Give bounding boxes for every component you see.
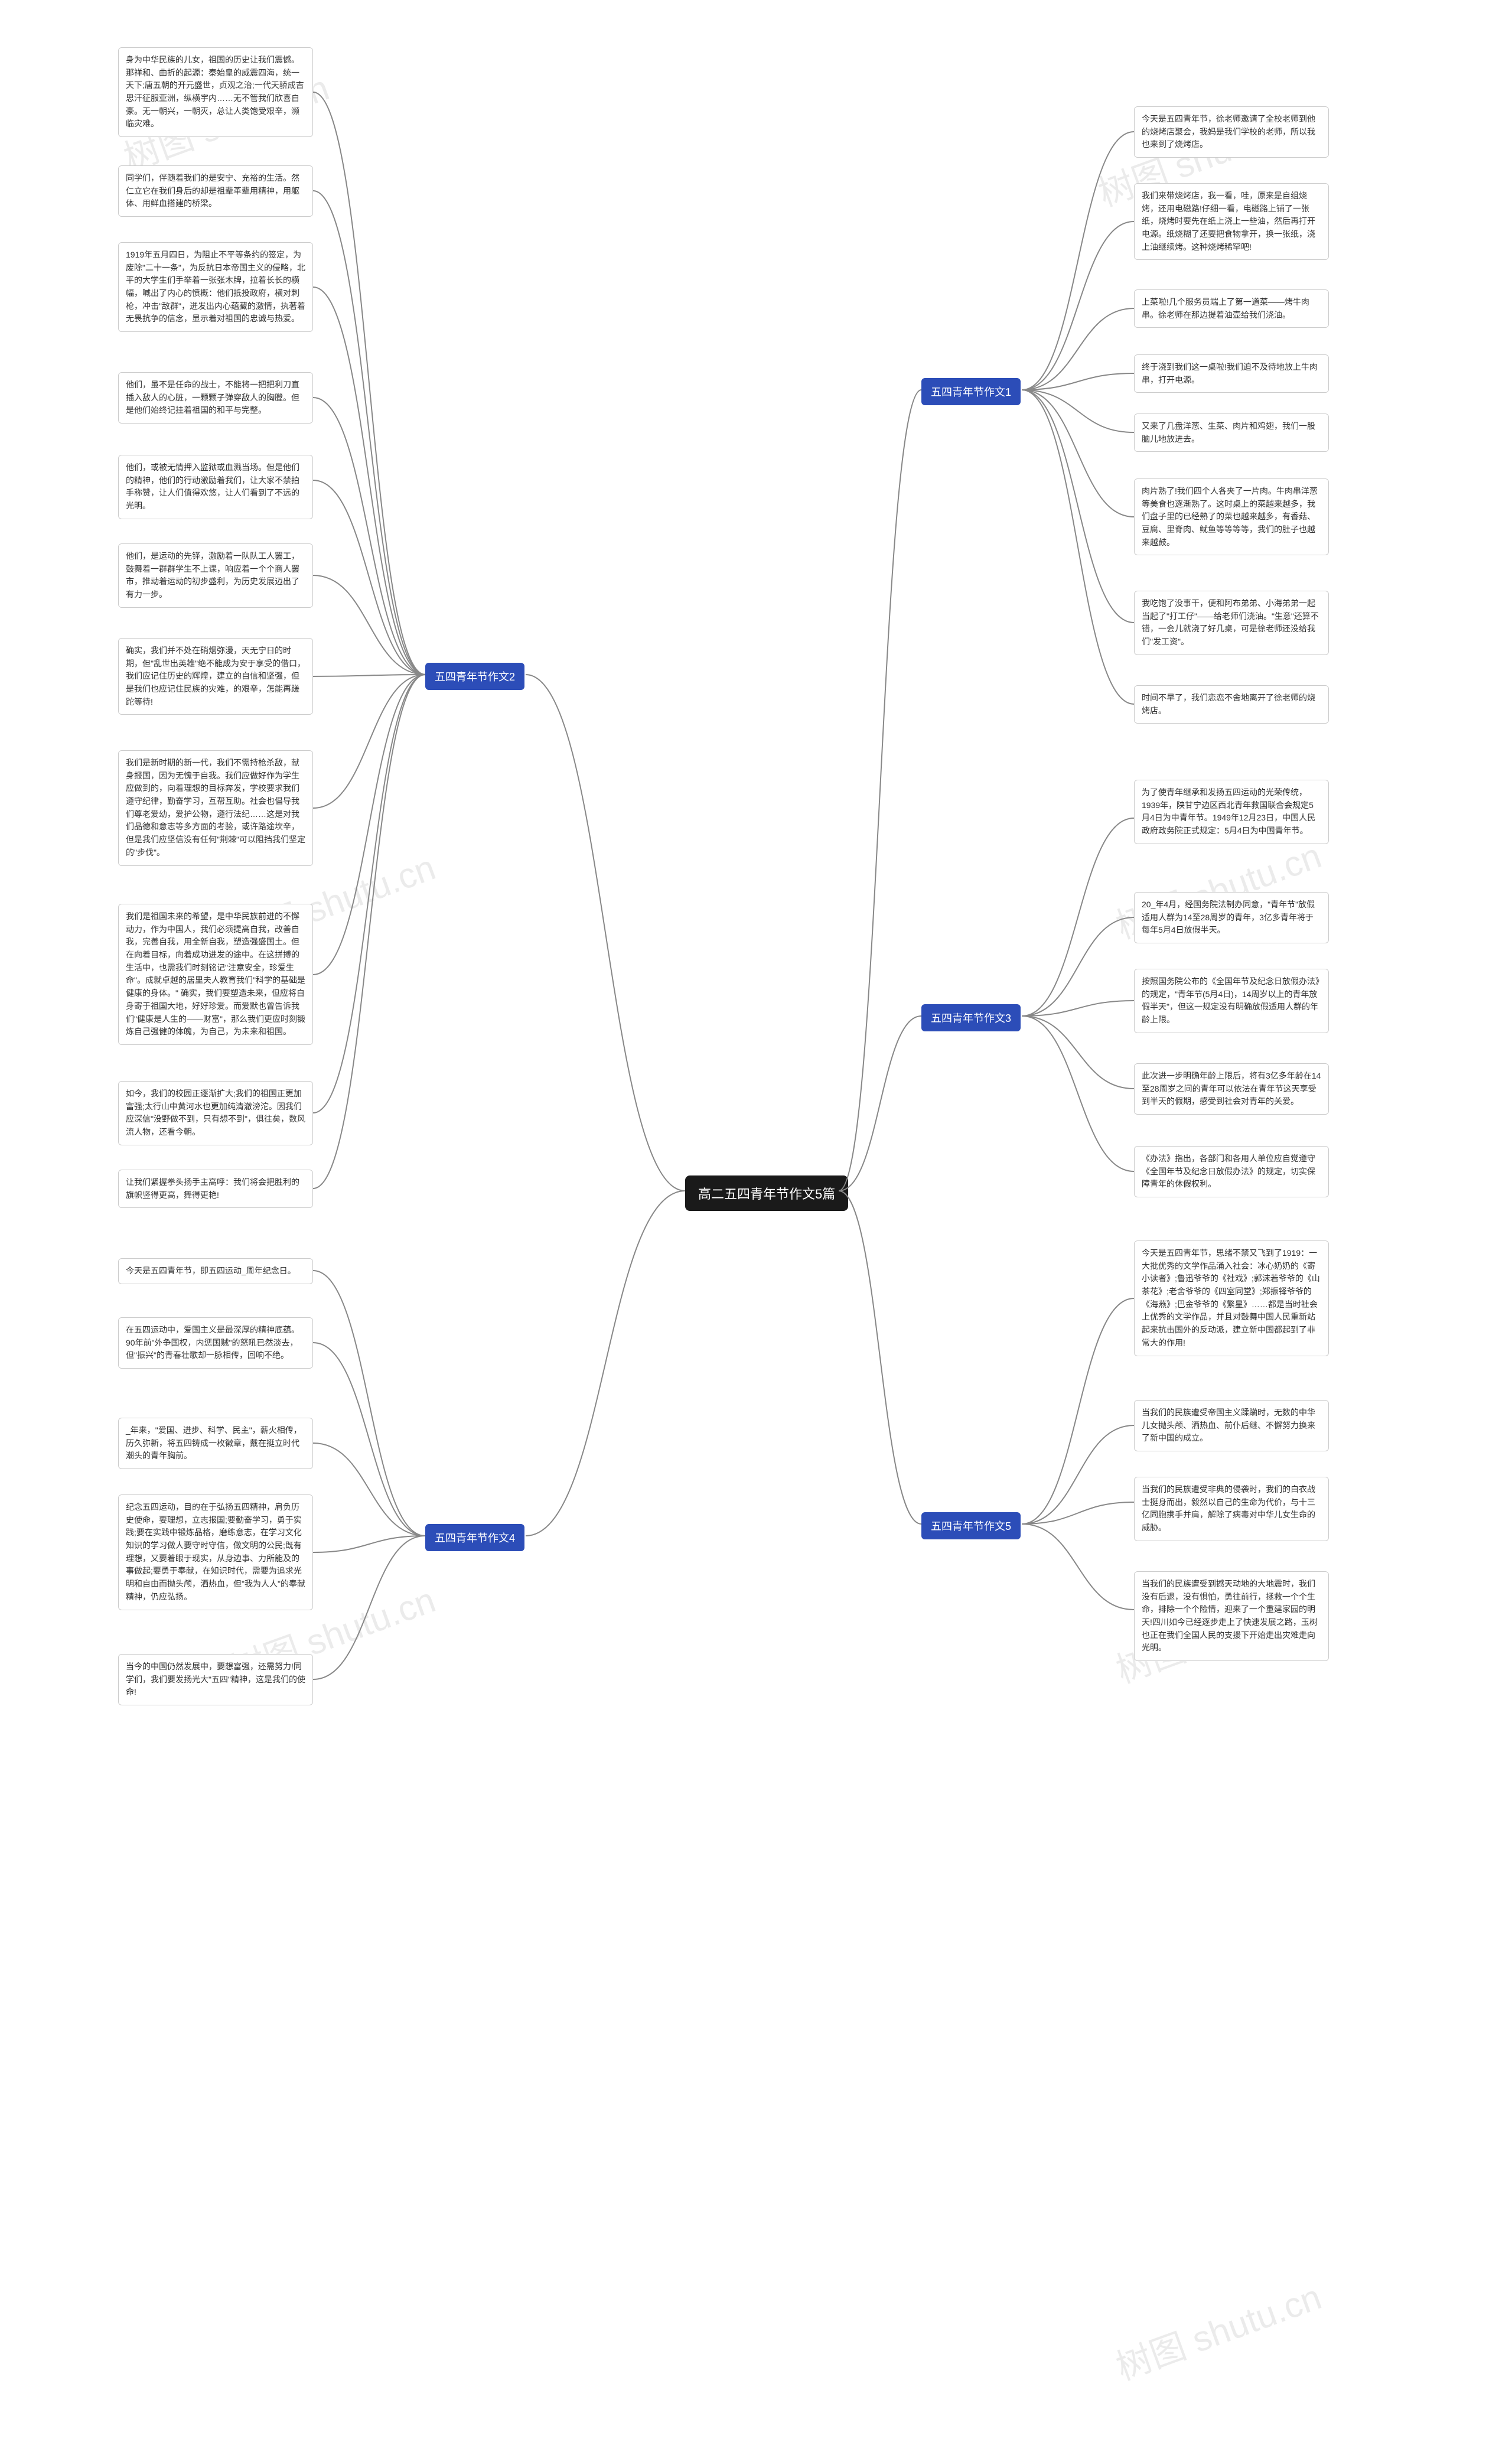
leaf-node: 肉片熟了!我们四个人各夹了一片肉。牛肉串洋葱等美食也逐渐熟了。这时桌上的菜越来越… (1134, 478, 1329, 555)
leaf-node: 1919年五月四日，为阻止不平等条约的签定，为废除"二十一条"，为反抗日本帝国主… (118, 242, 313, 332)
leaf-node: 同学们，伴随着我们的是安宁、充裕的生活。然仁立它在我们身后的却是祖辈革辈用精神，… (118, 165, 313, 217)
leaf-node: 纪念五四运动，目的在于弘扬五四精神，肩负历史使命，要理想，立志报国;要勤奋学习，… (118, 1494, 313, 1610)
leaf-node: 他们，虽不是任命的战士，不能将一把把利刀直插入敌人的心脏，一颗颗子弹穿敌人的胸膛… (118, 372, 313, 424)
leaf-node: 我们是新时期的新一代，我们不需持枪杀敌，献身报国，因为无愧于自我。我们应做好作为… (118, 750, 313, 866)
leaf-node: 确实，我们并不处在硝烟弥漫，天无宁日的时期，但"乱世出英雄"绝不能成为安于享受的… (118, 638, 313, 715)
leaf-node: 又来了几盘洋葱、生菜、肉片和鸡翅，我们一股脑儿地放进去。 (1134, 413, 1329, 452)
watermark: 树图 shutu.cn (1108, 2268, 1327, 2390)
leaf-node: 当今的中国仍然发展中，要想富强，还需努力!同学们，我们要发扬光大"五四"精神，这… (118, 1654, 313, 1705)
leaf-node: 为了使青年继承和发扬五四运动的光荣传统，1939年，陕甘宁边区西北青年救国联合会… (1134, 780, 1329, 844)
mindmap-center: 高二五四青年节作文5篇 (685, 1175, 848, 1211)
leaf-node: _年来，"爱国、进步、科学、民主"，薪火相传，历久弥新，将五四铸成一枚徽章，戴在… (118, 1418, 313, 1469)
leaf-node: 今天是五四青年节，即五四运动_周年纪念日。 (118, 1258, 313, 1284)
leaf-node: 终于浇到我们这一桌啦!我们迫不及待地放上牛肉串，打开电源。 (1134, 354, 1329, 393)
leaf-node: 让我们紧握拳头扬手主高呼：我们将会把胜利的旗帜竖得更高，舞得更艳! (118, 1170, 313, 1208)
leaf-node: 《办法》指出，各部门和各用人单位应自觉遵守《全国年节及纪念日放假办法》的规定，切… (1134, 1146, 1329, 1197)
branch-node: 五四青年节作文2 (425, 663, 524, 690)
branch-node: 五四青年节作文1 (921, 378, 1021, 405)
leaf-node: 20_年4月，经国务院法制办同意，"青年节"放假适用人群为14至28周岁的青年，… (1134, 892, 1329, 943)
leaf-node: 他们，是运动的先铎，激励着一队队工人罢工，鼓舞着一群群学生不上课，响应着一个个商… (118, 543, 313, 608)
leaf-node: 按照国务院公布的《全国年节及纪念日放假办法》的规定，"青年节(5月4日)，14周… (1134, 969, 1329, 1033)
leaf-node: 此次进一步明确年龄上限后，将有3亿多年龄在14至28周岁之间的青年可以依法在青年… (1134, 1063, 1329, 1115)
leaf-node: 当我们的民族遭受帝国主义蹂躏时，无数的中华儿女抛头颅、洒热血、前仆后继、不懈努力… (1134, 1400, 1329, 1451)
branch-node: 五四青年节作文4 (425, 1524, 524, 1551)
leaf-node: 当我们的民族遭受到撼天动地的大地震时，我们没有后退，没有惧怕，勇往前行，拯救一个… (1134, 1571, 1329, 1661)
leaf-node: 我吃饱了没事干，便和阿布弟弟、小海弟弟一起当起了"打工仔"——给老师们浇油。"生… (1134, 591, 1329, 655)
leaf-node: 时间不早了，我们恋恋不舍地离开了徐老师的烧烤店。 (1134, 685, 1329, 724)
leaf-node: 我们是祖国未来的希望，是中华民族前进的不懈动力，作为中国人，我们必须提高自我，改… (118, 904, 313, 1045)
leaf-node: 身为中华民族的儿女，祖国的历史让我们震憾。那祥和、曲折的起源：秦始皇的威震四海，… (118, 47, 313, 137)
leaf-node: 他们，或被无情押入监狱或血溅当场。但是他们的精神，他们的行动激励着我们，让大家不… (118, 455, 313, 519)
leaf-node: 上菜啦!几个服务员端上了第一道菜——烤牛肉串。徐老师在那边提着油壶给我们浇油。 (1134, 289, 1329, 328)
leaf-node: 今天是五四青年节，徐老师邀请了全校老师到他的烧烤店聚会，我妈是我们学校的老师，所… (1134, 106, 1329, 158)
leaf-node: 我们来带烧烤店，我一看，哇，原来是自组烧烤，还用电磁路!仔细一看，电磁路上铺了一… (1134, 183, 1329, 260)
branch-node: 五四青年节作文3 (921, 1004, 1021, 1031)
leaf-node: 在五四运动中，爱国主义是最深厚的精神底蕴。90年前"外争国权，内惩国贼"的怒吼已… (118, 1317, 313, 1369)
leaf-node: 今天是五四青年节，思绪不禁又飞到了1919：一大批优秀的文学作品涌入社会：冰心奶… (1134, 1240, 1329, 1356)
leaf-node: 如今，我们的校园正逐渐扩大;我们的祖国正更加富强;太行山中黄河水也更加纯清澈滂沱… (118, 1081, 313, 1145)
branch-node: 五四青年节作文5 (921, 1512, 1021, 1539)
leaf-node: 当我们的民族遭受非典的侵袭时，我们的白衣战士挺身而出，毅然以自己的生命为代价，与… (1134, 1477, 1329, 1541)
